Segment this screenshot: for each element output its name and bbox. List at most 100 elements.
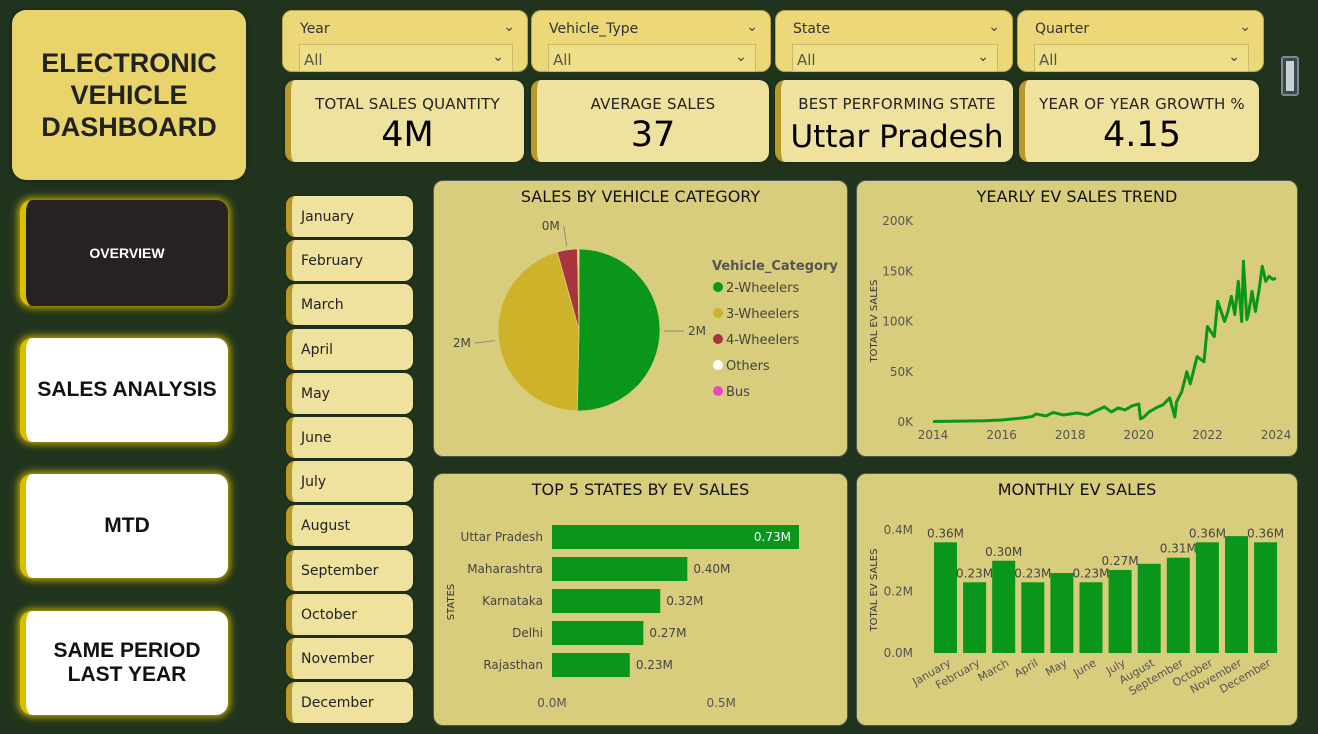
month-button-june[interactable]: June: [286, 417, 413, 458]
y-tick-label: 0.4M: [884, 523, 913, 537]
yearly-trend-panel: YEARLY EV SALES TREND 0K 50K 100K 150K 200K 2…: [856, 180, 1298, 457]
y-tick-label: 0.2M: [884, 585, 913, 599]
month-button-september[interactable]: September: [286, 550, 413, 591]
kpi-card-total-sales: TOTAL SALES QUANTITY 4M: [285, 80, 524, 162]
chevron-down-icon[interactable]: ⌄: [492, 49, 504, 65]
chart-title: SALES BY VEHICLE CATEGORY: [520, 187, 761, 206]
legend-marker: [713, 334, 723, 344]
month-button-july[interactable]: July: [286, 461, 413, 502]
pie-slice-3-wheelers: [497, 251, 580, 412]
nav-sales-analysis-button[interactable]: SALES ANALYSIS: [20, 338, 228, 442]
y-tick-label: 100K: [882, 315, 914, 329]
bar-uttar-pradesh: [552, 525, 799, 549]
legend-marker: [713, 386, 723, 396]
data-label: 0.23M: [1072, 566, 1109, 580]
bar-december: [1254, 542, 1278, 653]
y-tick-label: 0.0M: [884, 646, 913, 660]
data-label: 0.40M: [693, 562, 730, 576]
data-label: 0.36M: [1247, 526, 1284, 540]
chevron-down-icon[interactable]: ⌄: [988, 19, 1000, 35]
chart-title: TOP 5 STATES BY EV SALES: [531, 480, 750, 499]
x-tick-label: 0.0M: [537, 696, 566, 710]
bar-delhi: [552, 621, 644, 645]
kpi-label: YEAR OF YEAR GROWTH %: [1039, 95, 1245, 113]
kpi-value: Uttar Pradesh: [790, 119, 1004, 155]
slicer-label: State: [793, 21, 831, 37]
legend-label: 4-Wheelers: [726, 333, 799, 348]
chevron-down-icon[interactable]: ⌄: [735, 49, 747, 65]
data-label: 0.31M: [1160, 542, 1197, 556]
y-tick-label: 50K: [890, 365, 914, 379]
vehicle-type-slicer[interactable]: Vehicle_Type ⌄ All ⌄: [531, 10, 771, 72]
data-label: 0.27M: [1102, 554, 1139, 568]
kpi-card-best-state: BEST PERFORMING STATE Uttar Pradesh: [775, 80, 1013, 162]
data-label: 0.23M: [956, 566, 993, 580]
month-button-october[interactable]: October: [286, 594, 413, 635]
chevron-down-icon[interactable]: ⌄: [503, 19, 515, 35]
pie-leader-line: [474, 340, 495, 344]
quarter-slicer[interactable]: Quarter ⌄ All ⌄: [1017, 10, 1264, 72]
month-button-august[interactable]: August: [286, 505, 413, 546]
bar-october: [1195, 542, 1219, 653]
y-tick-label: 200K: [882, 214, 914, 228]
data-label: 0.36M: [1189, 526, 1226, 540]
nav-same-period-last-year-button[interactable]: SAME PERIOD LAST YEAR: [20, 611, 228, 715]
year-dropdown[interactable]: All ⌄: [299, 44, 513, 72]
kpi-value: 37: [630, 115, 676, 155]
bar-november: [1225, 536, 1248, 653]
pie-chart: 2M 2M 0M Vehicle_Category 2-Wheelers 3-Wheele…: [453, 219, 838, 412]
chevron-down-icon[interactable]: ⌄: [1239, 19, 1251, 35]
nav-mtd-button[interactable]: MTD: [20, 474, 228, 578]
bar-february: [963, 582, 987, 653]
bar-june: [1079, 582, 1103, 653]
sales-by-category-panel: SALES BY VEHICLE CATEGORY 2M 2M 0M Vehicle_…: [433, 180, 848, 457]
kpi-value: 4.15: [1103, 115, 1181, 155]
chevron-down-icon[interactable]: ⌄: [1228, 49, 1240, 65]
month-button-february[interactable]: February: [286, 240, 413, 281]
x-tick-label: March: [976, 656, 1012, 684]
pie-slice-2-wheelers: [576, 248, 661, 412]
pie-data-label: 0M: [542, 219, 560, 233]
month-button-november[interactable]: November: [286, 638, 413, 679]
month-button-march[interactable]: March: [286, 284, 413, 325]
chevron-down-icon[interactable]: ⌄: [977, 49, 989, 65]
x-tick-label: 2022: [1192, 428, 1223, 442]
x-tick-label: April: [1012, 656, 1040, 680]
state-dropdown[interactable]: All ⌄: [792, 44, 998, 72]
horizontal-bar-chart: Uttar Pradesh 0.73M Maharashtra 0.40M Karnat…: [446, 525, 799, 710]
chart-title: MONTHLY EV SALES: [997, 480, 1157, 499]
quarter-dropdown[interactable]: All ⌄: [1034, 44, 1249, 72]
x-tick-label: 2020: [1124, 428, 1155, 442]
bar-karnataka: [552, 589, 661, 613]
month-button-may[interactable]: May: [286, 373, 413, 414]
nav-overview-button[interactable]: OVERVIEW: [20, 200, 228, 306]
bar-september: [1166, 557, 1190, 653]
bar-may: [1050, 573, 1074, 653]
legend-marker: [713, 282, 723, 292]
x-tick-label: 2014: [918, 428, 949, 442]
data-label: 0.23M: [636, 658, 673, 672]
bar-maharashtra: [552, 557, 688, 581]
chevron-down-icon[interactable]: ⌄: [746, 19, 758, 35]
month-button-december[interactable]: December: [286, 682, 413, 723]
bar-rajasthan: [552, 653, 630, 677]
legend-label: Others: [726, 359, 770, 374]
scrollbar-thumb[interactable]: [1286, 61, 1294, 91]
year-slicer[interactable]: Year ⌄ All ⌄: [282, 10, 528, 72]
month-button-april[interactable]: April: [286, 329, 413, 370]
chart-title: YEARLY EV SALES TREND: [976, 187, 1178, 206]
vehicle-type-dropdown[interactable]: All ⌄: [548, 44, 756, 72]
scrollbar[interactable]: [1281, 56, 1299, 96]
x-tick-label: 2018: [1055, 428, 1086, 442]
bar-august: [1137, 563, 1161, 653]
legend-marker: [713, 360, 723, 370]
y-axis-label: STATES: [446, 584, 457, 621]
pie-leader-line: [563, 226, 568, 246]
legend-label: 3-Wheelers: [726, 307, 799, 322]
state-slicer[interactable]: State ⌄ All ⌄: [775, 10, 1013, 72]
trend-line: [932, 259, 1277, 423]
kpi-label: TOTAL SALES QUANTITY: [315, 95, 500, 113]
data-label: 0.30M: [985, 545, 1022, 559]
x-tick-label: May: [1043, 656, 1070, 679]
month-button-january[interactable]: January: [286, 196, 413, 237]
